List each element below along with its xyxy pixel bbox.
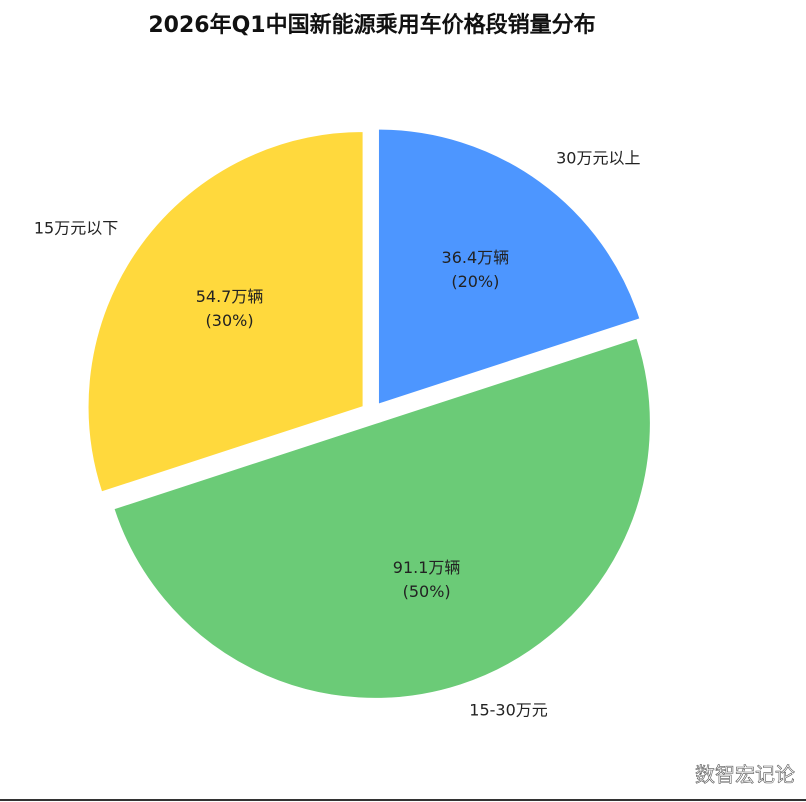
category-label: 30万元以上 [556, 149, 640, 168]
pie-slice [377, 128, 641, 405]
pie-slice [87, 131, 364, 493]
percentage-label: (20%) [451, 272, 499, 291]
value-label: 54.7万辆 [196, 287, 264, 306]
percentage-label: (50%) [403, 582, 451, 601]
pie-slice [113, 337, 651, 699]
value-label: 91.1万辆 [393, 558, 461, 577]
category-label: 15-30万元 [469, 701, 548, 720]
chart-title: 2026年Q1中国新能源乘用车价格段销量分布 [148, 12, 595, 38]
percentage-label: (30%) [206, 311, 254, 330]
value-label: 36.4万辆 [442, 248, 510, 267]
category-label: 15万元以下 [34, 218, 118, 237]
watermark: 数智宏记论 [695, 763, 795, 787]
